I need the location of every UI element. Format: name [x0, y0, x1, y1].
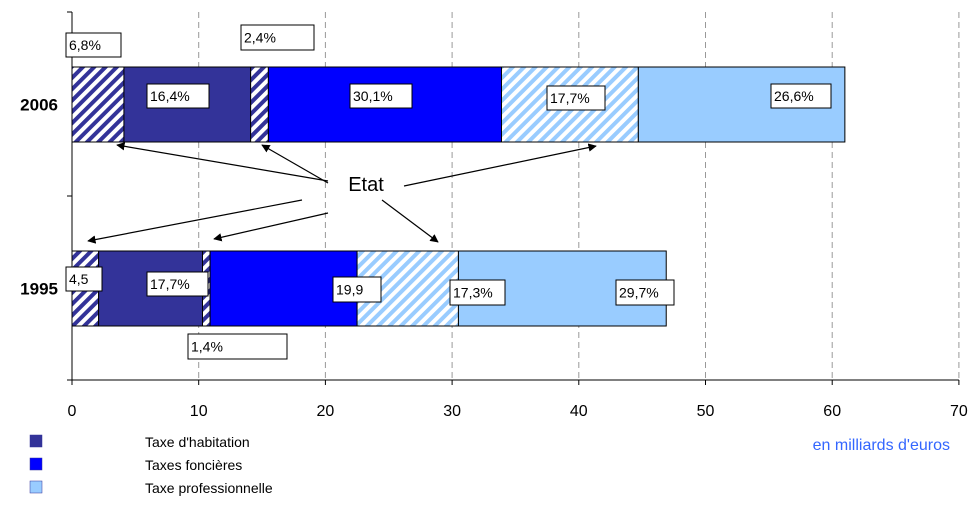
- legend-swatch-1: [29, 457, 43, 471]
- category-label-1995: 1995: [20, 280, 58, 299]
- annotation-arrow-5: [381, 199, 439, 243]
- label-2006-2-box: [240, 24, 315, 51]
- label-2006-5-box: [770, 83, 832, 109]
- label-2006-5-text: 26,6%: [774, 88, 814, 104]
- label-1995-1-box: [146, 271, 209, 297]
- label-2006-0-box: [65, 32, 122, 58]
- legend: Taxe d'habitation Taxes foncières Taxe pro…: [29, 434, 273, 496]
- label-1995-5: 29,7%: [615, 279, 675, 306]
- label-2006-0: 6,8%: [65, 32, 122, 58]
- label-2006-3-box: [349, 83, 413, 109]
- x-tick-label-50: 50: [697, 403, 715, 420]
- x-tick-label-0: 0: [68, 403, 77, 420]
- axes: 0 10 20 30 40 50 60 70 2006 1995 en milliards d'eu…: [20, 11, 968, 454]
- label-2006-1: 16,4%: [146, 83, 210, 109]
- label-2006-1-box: [146, 83, 210, 109]
- legend-swatch-2: [29, 480, 43, 494]
- x-tick-label-70: 70: [950, 403, 968, 420]
- annotation-arrow-4: [213, 212, 329, 242]
- label-1995-4-text: 17,3%: [453, 285, 493, 301]
- x-tick-label-20: 20: [317, 403, 335, 420]
- annotation-etat: Etat: [348, 174, 384, 196]
- bar-2006-segment-2: [250, 66, 269, 143]
- legend-label-0: Taxe d'habitation: [145, 434, 250, 450]
- x-tick-label-30: 30: [443, 403, 461, 420]
- label-2006-3: 30,1%: [349, 83, 413, 109]
- label-1995-1-text: 17,7%: [150, 276, 190, 292]
- label-1995-0-text: 4,5: [69, 271, 89, 287]
- label-2006-2-text: 2,4%: [244, 30, 276, 46]
- annotation-arrow-3: [87, 199, 303, 244]
- bar-2006-segment-0: [71, 66, 125, 143]
- label-2006-4-box: [546, 85, 606, 111]
- label-1995-2-text: 1,4%: [191, 339, 223, 355]
- label-2006-3-text: 30,1%: [353, 88, 393, 104]
- label-1995-0-box: [65, 266, 103, 292]
- annotation: Etat: [87, 142, 597, 244]
- label-2006-4: 17,7%: [546, 85, 606, 111]
- legend-label-1: Taxes foncières: [145, 457, 242, 473]
- x-tick-label-60: 60: [823, 403, 841, 420]
- label-1995-3: 19,9: [332, 276, 382, 303]
- label-1995-1: 17,7%: [146, 271, 209, 297]
- label-1995-0: 4,5: [65, 266, 103, 292]
- label-2006-5: 26,6%: [770, 83, 832, 109]
- label-2006-1-text: 16,4%: [150, 88, 190, 104]
- legend-label-2: Taxe professionnelle: [145, 480, 273, 496]
- label-2006-0-text: 6,8%: [69, 37, 101, 53]
- x-tick-label-40: 40: [570, 403, 588, 420]
- annotation-arrow-1: [261, 144, 329, 184]
- data-labels: 6,8% 16,4% 2,4% 30,1% 17,7% 26,6% 4,5 17,7% 1,4%…: [65, 24, 832, 360]
- label-1995-3-box: [332, 276, 382, 303]
- label-1995-2-box: [187, 333, 288, 360]
- label-1995-4: 17,3%: [449, 279, 506, 306]
- label-1995-5-text: 29,7%: [619, 285, 659, 301]
- label-1995-2: 1,4%: [187, 333, 288, 360]
- annotation-arrow-0: [116, 142, 329, 182]
- legend-swatch-0: [29, 434, 43, 448]
- label-2006-2: 2,4%: [240, 24, 315, 51]
- category-label-2006: 2006: [20, 96, 58, 115]
- label-1995-4-box: [449, 279, 506, 306]
- label-1995-5-box: [615, 279, 675, 306]
- x-axis-label: en milliards d'euros: [813, 437, 950, 454]
- x-tick-label-10: 10: [190, 403, 208, 420]
- label-2006-4-text: 17,7%: [550, 90, 590, 106]
- annotation-arrow-2: [403, 143, 597, 187]
- label-1995-3-text: 19,9: [336, 282, 363, 298]
